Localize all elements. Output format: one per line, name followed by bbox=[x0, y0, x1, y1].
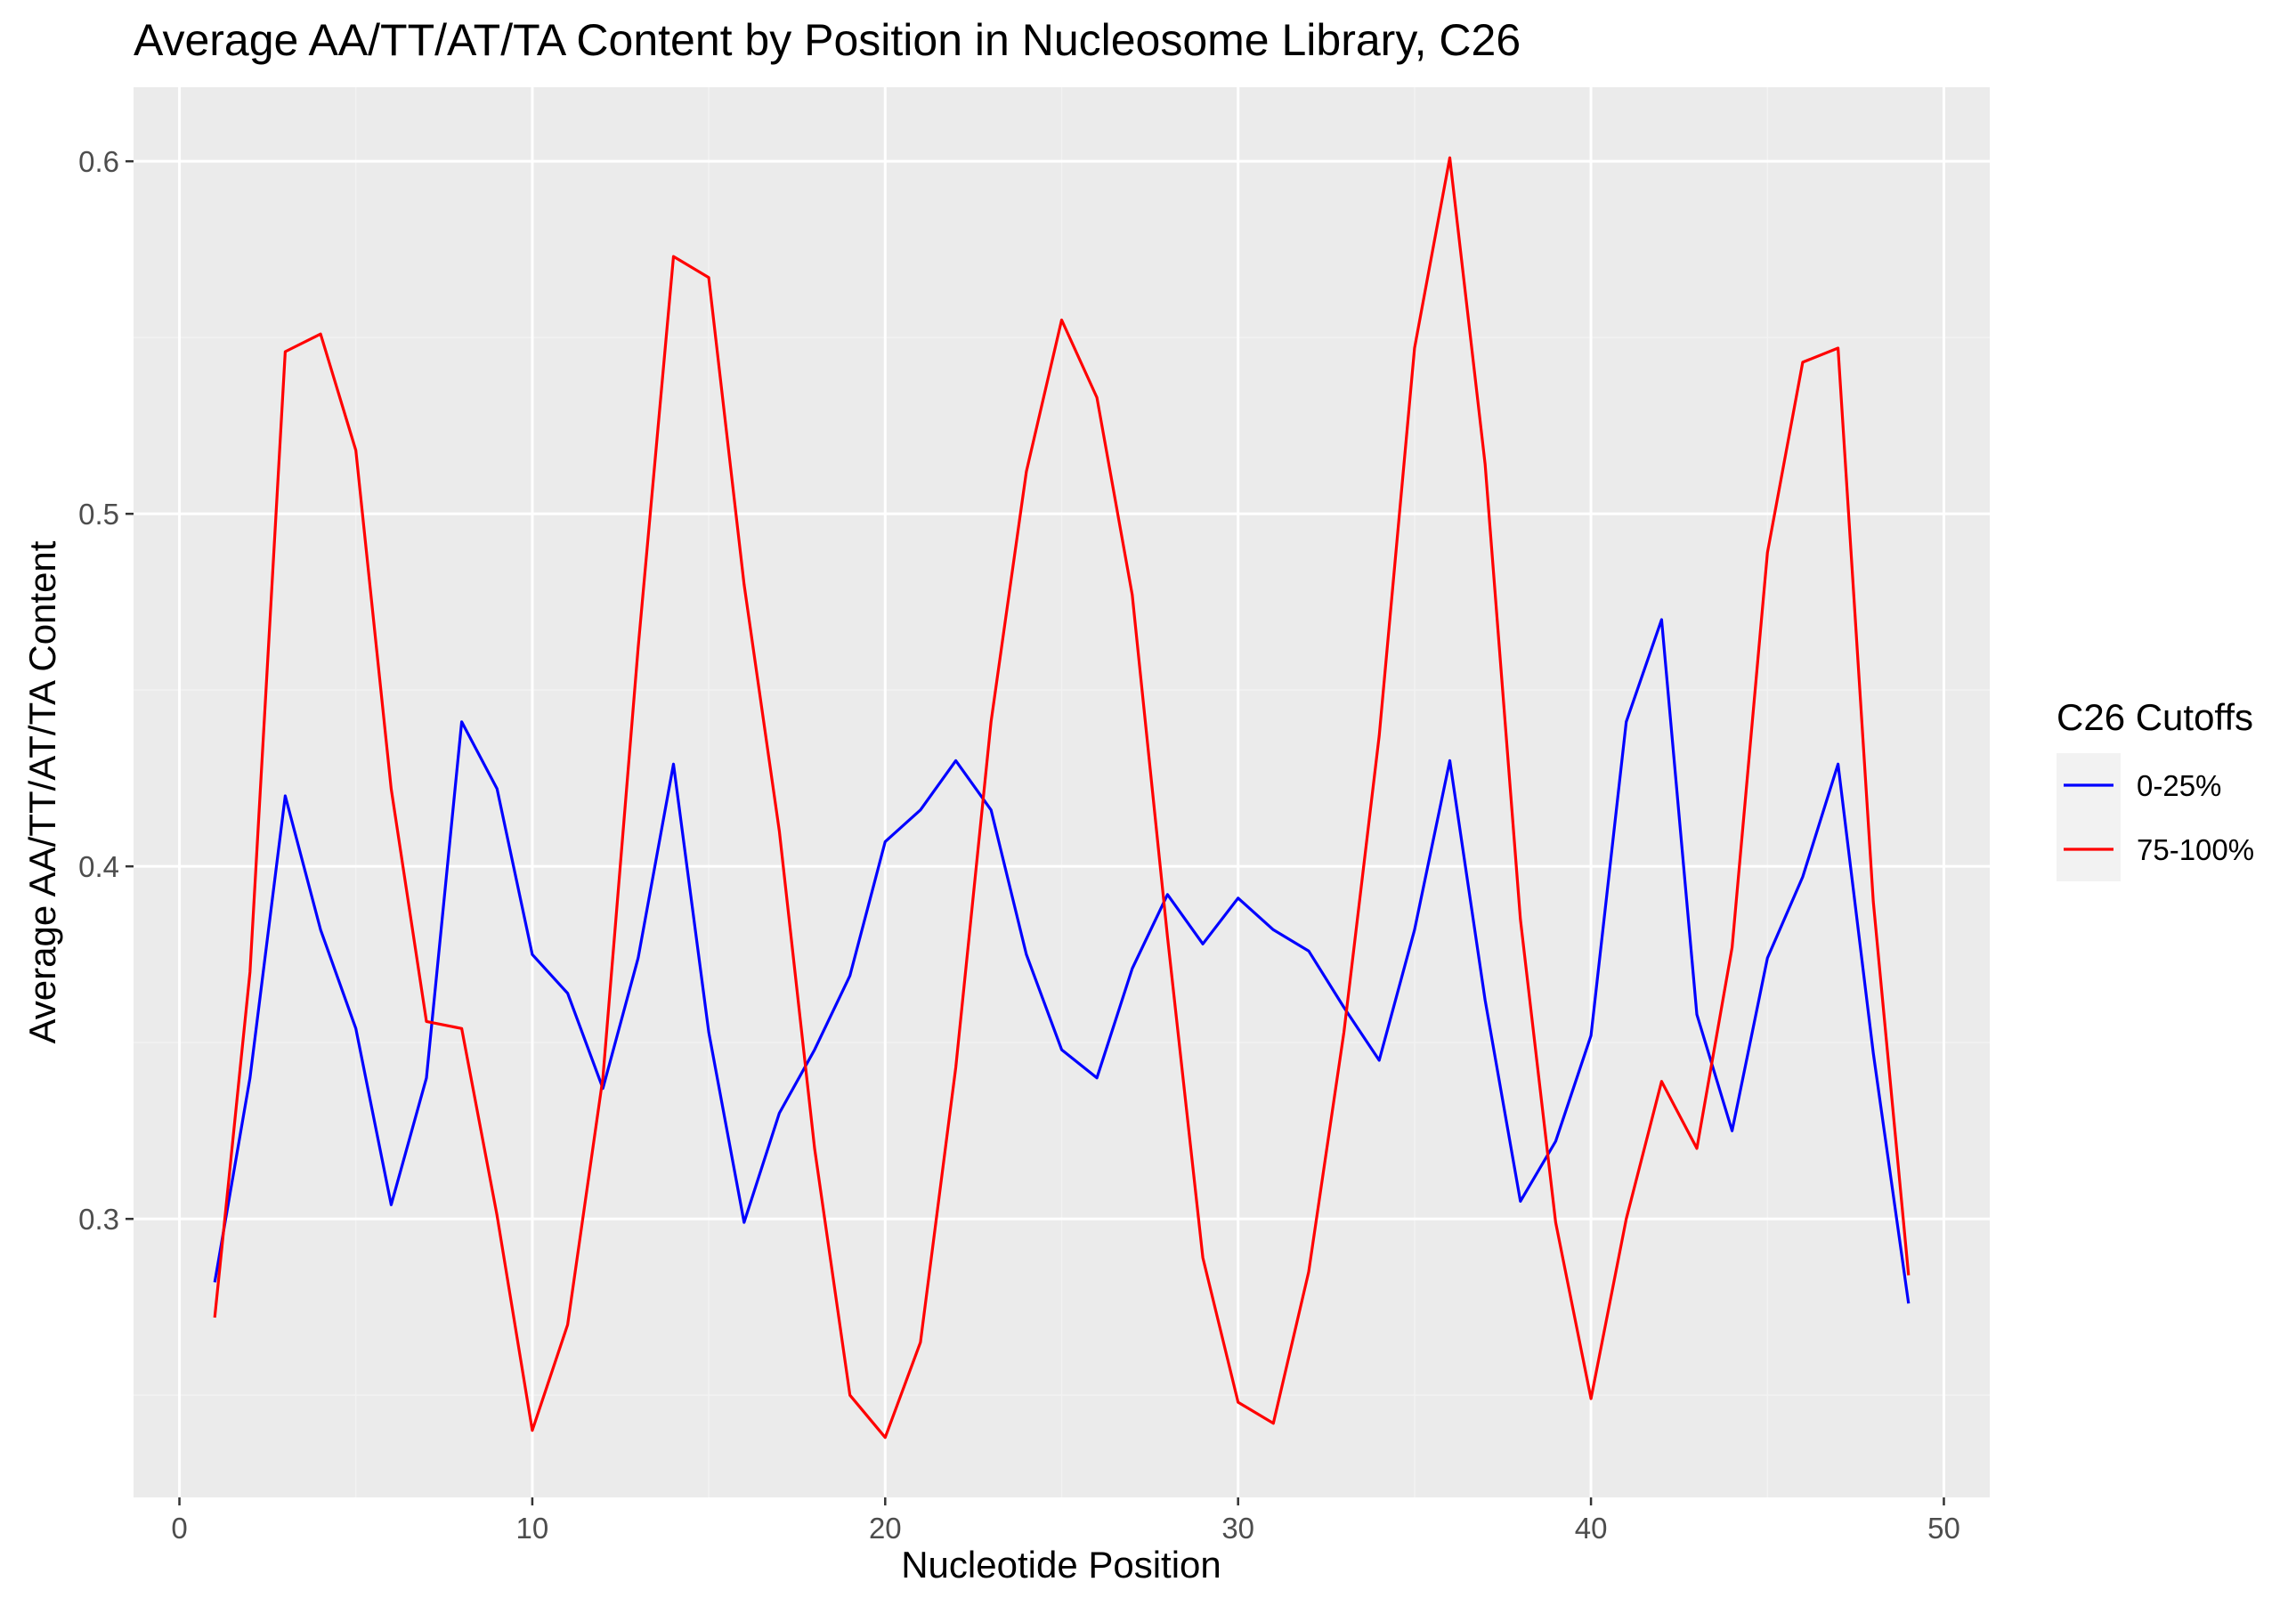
series-line-0-25 bbox=[213, 618, 1911, 1304]
legend-label-75-100: 75-100% bbox=[2137, 833, 2254, 866]
x-tick-label: 0 bbox=[171, 1512, 187, 1545]
y-axis-ticks: 0.3 0.4 0.5 0.6 bbox=[78, 145, 134, 1236]
x-axis-title: Nucleotide Position bbox=[901, 1544, 1221, 1586]
series-lines bbox=[213, 156, 1911, 1440]
y-axis-title: Average AA/TT/AT/TA Content bbox=[21, 540, 63, 1043]
y-tick-label: 0.6 bbox=[78, 145, 119, 178]
y-tick-label: 0.3 bbox=[78, 1203, 119, 1236]
x-tick-label: 20 bbox=[869, 1512, 902, 1545]
legend-items: 0-25% 75-100% bbox=[2057, 753, 2254, 881]
x-tick-label: 30 bbox=[1221, 1512, 1254, 1545]
x-axis-ticks: 0 10 20 30 40 50 bbox=[171, 1497, 1960, 1545]
x-tick-label: 40 bbox=[1575, 1512, 1608, 1545]
legend-label-0-25: 0-25% bbox=[2137, 769, 2221, 802]
y-tick-label: 0.4 bbox=[78, 850, 119, 883]
x-tick-label: 10 bbox=[516, 1512, 549, 1545]
major-gridlines bbox=[134, 87, 1990, 1497]
series-line-75-100 bbox=[213, 156, 1911, 1440]
x-tick-label: 50 bbox=[1927, 1512, 1960, 1545]
y-tick-label: 0.5 bbox=[78, 498, 119, 531]
chart-title: Average AA/TT/AT/TA Content by Position … bbox=[134, 15, 1521, 65]
legend: C26 Cutoffs 0-25% 75-100% bbox=[2057, 696, 2254, 881]
legend-title: C26 Cutoffs bbox=[2057, 696, 2253, 738]
